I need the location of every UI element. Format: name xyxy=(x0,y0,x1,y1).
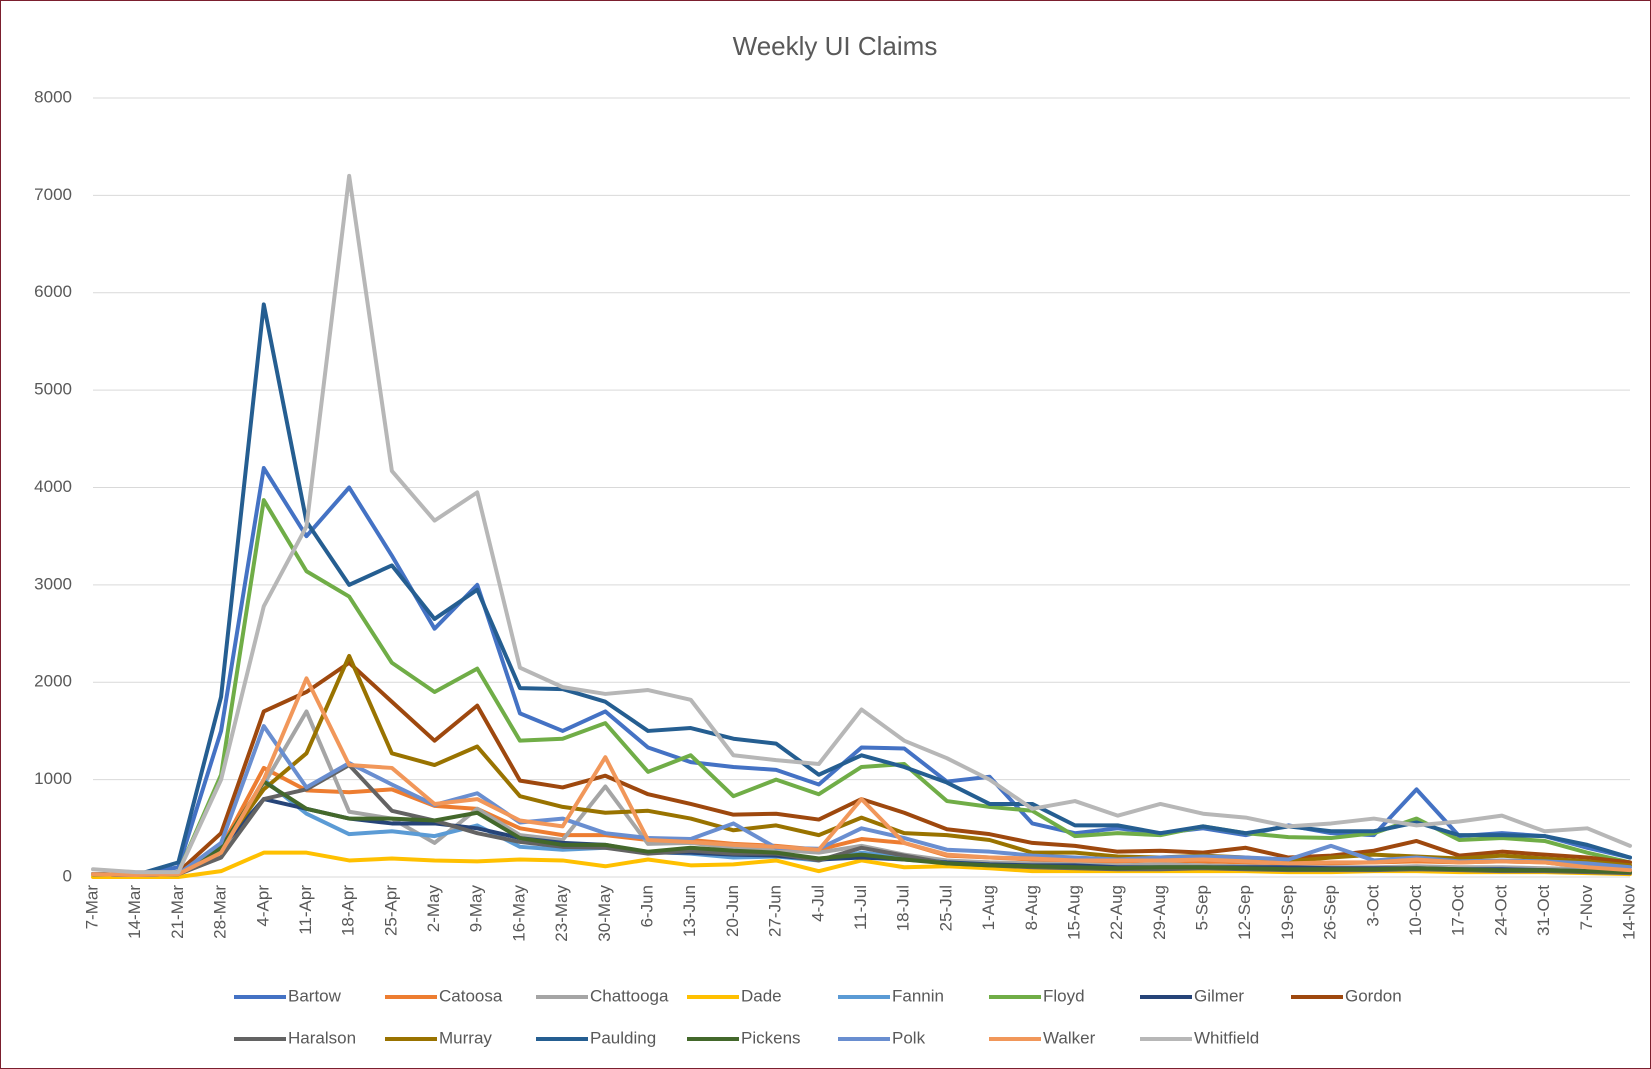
x-tick-label: 29-Aug xyxy=(1150,885,1169,940)
x-tick-label: 1-Aug xyxy=(979,885,998,930)
x-tick-label: 22-Aug xyxy=(1107,885,1126,940)
x-tick-label: 28-Mar xyxy=(211,885,230,939)
legend-label: Catoosa xyxy=(439,986,503,1005)
legend-label: Paulding xyxy=(590,1028,656,1047)
legend-label: Gordon xyxy=(1345,986,1402,1005)
x-tick-label: 4-Jul xyxy=(808,885,827,922)
x-tick-label: 21-Mar xyxy=(168,885,187,939)
series-line xyxy=(91,779,1632,878)
y-tick-label: 2000 xyxy=(34,672,72,691)
x-tick-label: 5-Sep xyxy=(1193,885,1212,930)
y-tick-label: 5000 xyxy=(34,380,72,399)
x-tick-label: 16-May xyxy=(509,885,528,942)
legend-label: Whitfield xyxy=(1194,1028,1259,1047)
y-tick-label: 3000 xyxy=(34,574,72,593)
legend-label: Chattooga xyxy=(590,986,669,1005)
x-tick-label: 6-Jun xyxy=(638,885,657,928)
y-tick-label: 0 xyxy=(63,866,72,885)
y-tick-label: 6000 xyxy=(34,282,72,301)
y-tick-label: 1000 xyxy=(34,769,72,788)
x-tick-label: 24-Oct xyxy=(1491,885,1510,936)
series-line xyxy=(91,173,1632,875)
x-tick-label: 25-Apr xyxy=(381,885,400,936)
legend-label: Dade xyxy=(741,986,782,1005)
x-tick-label: 12-Sep xyxy=(1235,885,1254,940)
x-tick-label: 23-May xyxy=(552,885,571,942)
x-tick-label: 30-May xyxy=(595,885,614,942)
legend-label: Floyd xyxy=(1043,986,1085,1005)
legend-label: Pickens xyxy=(741,1028,801,1047)
legend-label: Murray xyxy=(439,1028,492,1047)
x-tick-label: 3-Oct xyxy=(1363,885,1382,927)
x-tick-label: 31-Oct xyxy=(1534,885,1553,936)
x-tick-label: 25-Jul xyxy=(936,885,955,931)
legend-label: Polk xyxy=(892,1028,926,1047)
y-tick-label: 7000 xyxy=(34,185,72,204)
series-line xyxy=(91,676,1632,878)
x-tick-label: 20-Jun xyxy=(723,885,742,937)
legend-label: Bartow xyxy=(288,986,342,1005)
x-tick-label: 2-May xyxy=(424,885,443,933)
x-tick-label: 18-Apr xyxy=(339,885,358,936)
x-tick-label: 14-Nov xyxy=(1619,885,1638,940)
legend-label: Haralson xyxy=(288,1028,356,1047)
legend-label: Fannin xyxy=(892,986,944,1005)
x-tick-label: 7-Nov xyxy=(1577,885,1596,931)
x-tick-label: 17-Oct xyxy=(1449,885,1468,936)
series-line xyxy=(91,302,1632,878)
x-tick-label: 4-Apr xyxy=(253,885,272,927)
x-tick-label: 9-May xyxy=(467,885,486,933)
x-tick-label: 11-Jul xyxy=(851,885,870,930)
x-tick-label: 15-Aug xyxy=(1064,885,1083,940)
y-tick-label: 8000 xyxy=(34,87,72,106)
x-tick-label: 18-Jul xyxy=(894,885,913,931)
x-tick-label: 10-Oct xyxy=(1406,885,1425,936)
x-tick-label: 14-Mar xyxy=(125,885,144,939)
x-tick-label: 19-Sep xyxy=(1278,885,1297,940)
x-tick-label: 11-Apr xyxy=(296,885,315,935)
x-tick-label: 8-Aug xyxy=(1022,885,1041,930)
series-line xyxy=(91,653,1632,878)
y-tick-label: 4000 xyxy=(34,477,72,496)
x-tick-label: 13-Jun xyxy=(680,885,699,937)
legend-label: Walker xyxy=(1043,1028,1096,1047)
chart-title: Weekly UI Claims xyxy=(733,31,938,61)
x-tick-label: 27-Jun xyxy=(766,885,785,937)
legend-label: Gilmer xyxy=(1194,986,1244,1005)
x-tick-label: 7-Mar xyxy=(82,885,101,930)
x-tick-label: 26-Sep xyxy=(1321,885,1340,940)
